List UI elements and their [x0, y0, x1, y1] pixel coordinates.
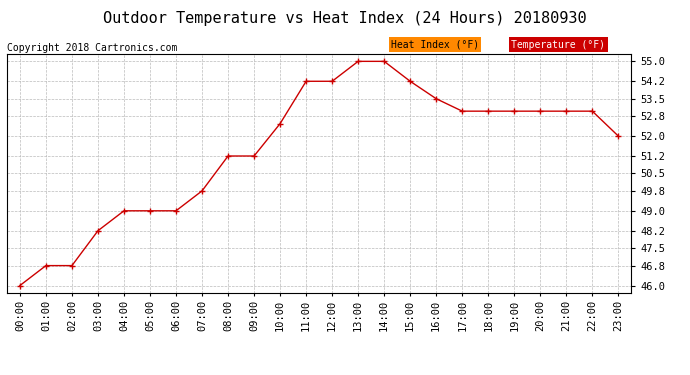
Text: Outdoor Temperature vs Heat Index (24 Hours) 20180930: Outdoor Temperature vs Heat Index (24 Ho… — [104, 11, 586, 26]
Text: Heat Index (°F): Heat Index (°F) — [391, 40, 479, 50]
Text: Temperature (°F): Temperature (°F) — [511, 40, 605, 50]
Text: Copyright 2018 Cartronics.com: Copyright 2018 Cartronics.com — [7, 43, 177, 53]
